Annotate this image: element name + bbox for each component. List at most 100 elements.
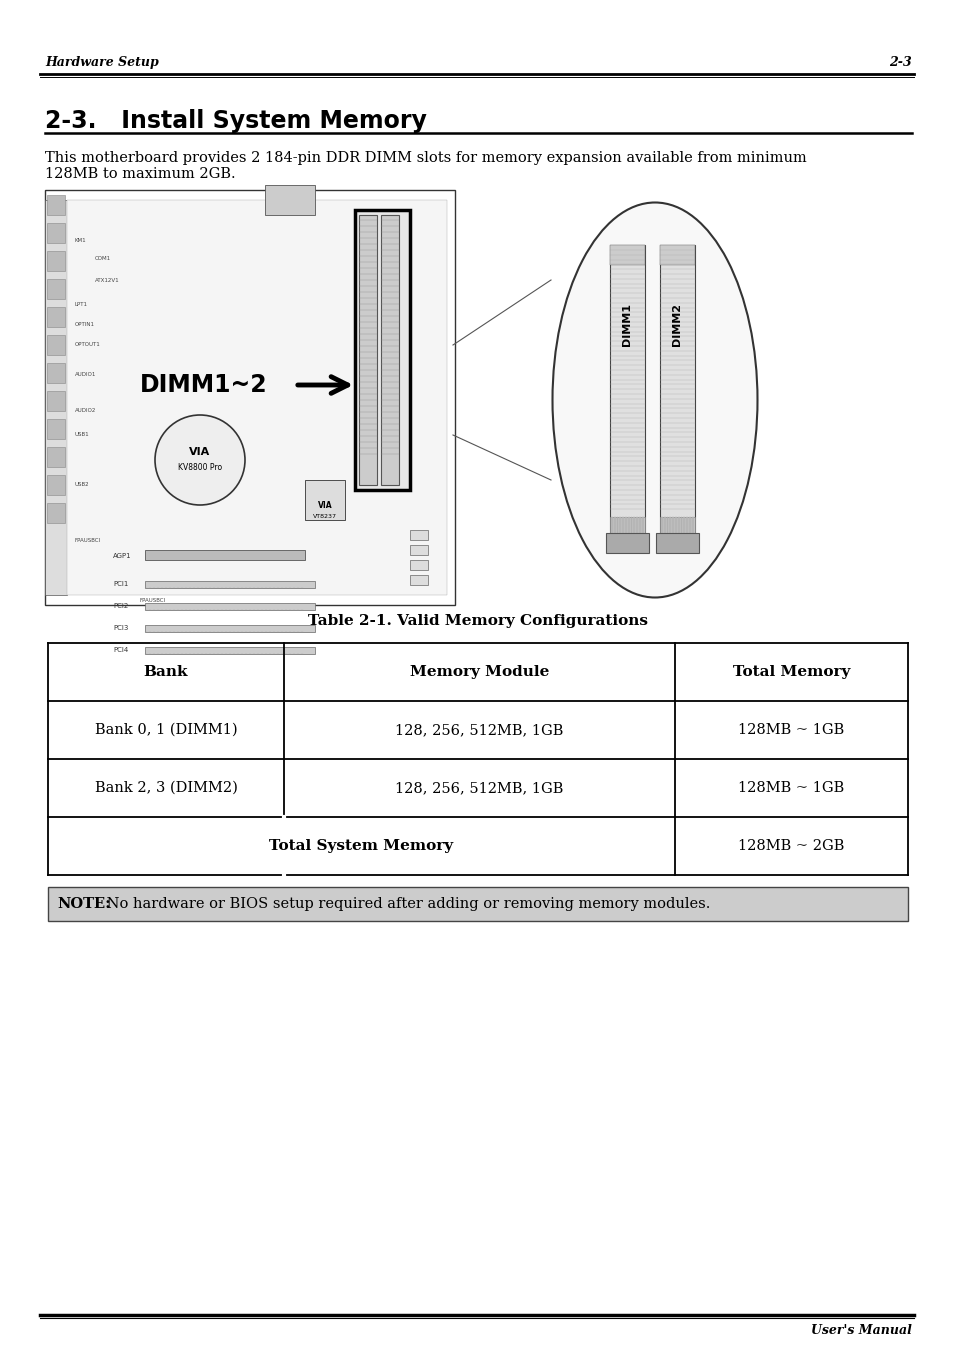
Text: 2-3: 2-3 — [888, 55, 911, 69]
Bar — [305, 480, 345, 521]
Text: This motherboard provides 2 184-pin DDR DIMM slots for memory expansion availabl: This motherboard provides 2 184-pin DDR … — [45, 151, 806, 165]
Bar — [639, 516, 640, 535]
Text: Bank 2, 3 (DIMM2): Bank 2, 3 (DIMM2) — [94, 781, 237, 795]
Text: 2-3.   Install System Memory: 2-3. Install System Memory — [45, 110, 426, 132]
Text: COM1: COM1 — [95, 256, 111, 261]
Bar — [679, 516, 681, 535]
Bar — [605, 533, 648, 553]
Text: 128MB ~ 1GB: 128MB ~ 1GB — [738, 723, 843, 737]
Text: OPTOUT1: OPTOUT1 — [75, 342, 101, 347]
Bar — [410, 530, 428, 539]
Bar — [47, 391, 65, 411]
Bar — [145, 625, 314, 631]
Bar — [675, 516, 676, 535]
Text: USB1: USB1 — [75, 433, 90, 438]
Bar — [45, 200, 67, 595]
Bar — [659, 516, 695, 535]
Text: KM1: KM1 — [75, 238, 87, 242]
Bar — [688, 516, 690, 535]
Bar — [677, 516, 679, 535]
Bar — [47, 251, 65, 270]
Bar — [659, 245, 695, 265]
Bar — [47, 419, 65, 439]
Text: 128, 256, 512MB, 1GB: 128, 256, 512MB, 1GB — [395, 723, 563, 737]
Bar — [45, 191, 455, 604]
Text: DIMM1~2: DIMM1~2 — [140, 373, 268, 397]
Circle shape — [154, 415, 245, 506]
Bar — [265, 185, 314, 215]
Text: LPT1: LPT1 — [75, 303, 88, 307]
Bar — [616, 516, 618, 535]
Bar — [47, 279, 65, 299]
Text: VIA: VIA — [317, 500, 332, 510]
Text: USB2: USB2 — [75, 483, 90, 488]
Text: 128MB ~ 2GB: 128MB ~ 2GB — [738, 840, 843, 853]
Bar — [669, 516, 671, 535]
Bar — [145, 550, 305, 560]
Text: AUDIO1: AUDIO1 — [75, 373, 96, 377]
Bar — [618, 516, 620, 535]
Bar — [355, 210, 410, 489]
Text: FPAUSBCI: FPAUSBCI — [140, 598, 166, 603]
Bar — [672, 516, 673, 535]
Bar — [656, 533, 699, 553]
Bar — [145, 648, 314, 654]
Text: DIMM1: DIMM1 — [622, 303, 632, 346]
Bar — [609, 516, 644, 535]
Text: PCI3: PCI3 — [112, 625, 129, 631]
Bar — [48, 887, 907, 921]
Text: NOTE:: NOTE: — [57, 896, 111, 911]
Text: Bank 0, 1 (DIMM1): Bank 0, 1 (DIMM1) — [94, 723, 237, 737]
Text: FPAUSBCI: FPAUSBCI — [75, 538, 101, 542]
Text: VIA: VIA — [190, 448, 211, 457]
Bar — [660, 516, 662, 535]
Text: KV8800 Pro: KV8800 Pro — [178, 464, 222, 472]
Bar — [67, 200, 447, 595]
Bar — [145, 581, 314, 588]
Bar — [47, 475, 65, 495]
Text: Total System Memory: Total System Memory — [269, 840, 453, 853]
Ellipse shape — [552, 203, 757, 598]
Text: OPTIN1: OPTIN1 — [75, 323, 95, 327]
Bar — [621, 516, 623, 535]
Text: PCI4: PCI4 — [112, 648, 128, 653]
Bar — [410, 575, 428, 585]
Bar — [682, 516, 684, 535]
Bar — [691, 516, 693, 535]
Bar — [663, 516, 665, 535]
Bar — [641, 516, 643, 535]
Bar — [633, 516, 635, 535]
Text: No hardware or BIOS setup required after adding or removing memory modules.: No hardware or BIOS setup required after… — [102, 896, 710, 911]
Text: AUDIO2: AUDIO2 — [75, 407, 96, 412]
Bar — [47, 448, 65, 466]
Text: Hardware Setup: Hardware Setup — [45, 55, 158, 69]
Bar — [47, 195, 65, 215]
Bar — [627, 516, 629, 535]
Bar — [47, 223, 65, 243]
Text: AGP1: AGP1 — [112, 553, 132, 558]
Text: 128MB ~ 1GB: 128MB ~ 1GB — [738, 781, 843, 795]
Bar — [624, 516, 626, 535]
Bar — [380, 215, 398, 485]
Bar — [613, 516, 615, 535]
Text: PCI1: PCI1 — [112, 581, 129, 587]
Text: VT8237: VT8237 — [313, 515, 336, 519]
Bar — [410, 560, 428, 571]
Bar — [666, 516, 668, 535]
Text: Bank: Bank — [144, 665, 188, 679]
Text: DIMM2: DIMM2 — [672, 303, 681, 346]
Bar — [47, 362, 65, 383]
Bar — [610, 516, 612, 535]
Text: User's Manual: User's Manual — [810, 1324, 911, 1337]
Text: Total Memory: Total Memory — [732, 665, 849, 679]
Bar — [636, 516, 638, 535]
Bar — [630, 516, 632, 535]
Bar — [47, 503, 65, 523]
Bar — [609, 245, 644, 265]
Text: PCI2: PCI2 — [112, 603, 128, 608]
Bar — [659, 245, 695, 535]
Bar — [47, 307, 65, 327]
Bar — [410, 545, 428, 556]
Text: 128MB to maximum 2GB.: 128MB to maximum 2GB. — [45, 168, 235, 181]
Bar — [609, 245, 644, 535]
